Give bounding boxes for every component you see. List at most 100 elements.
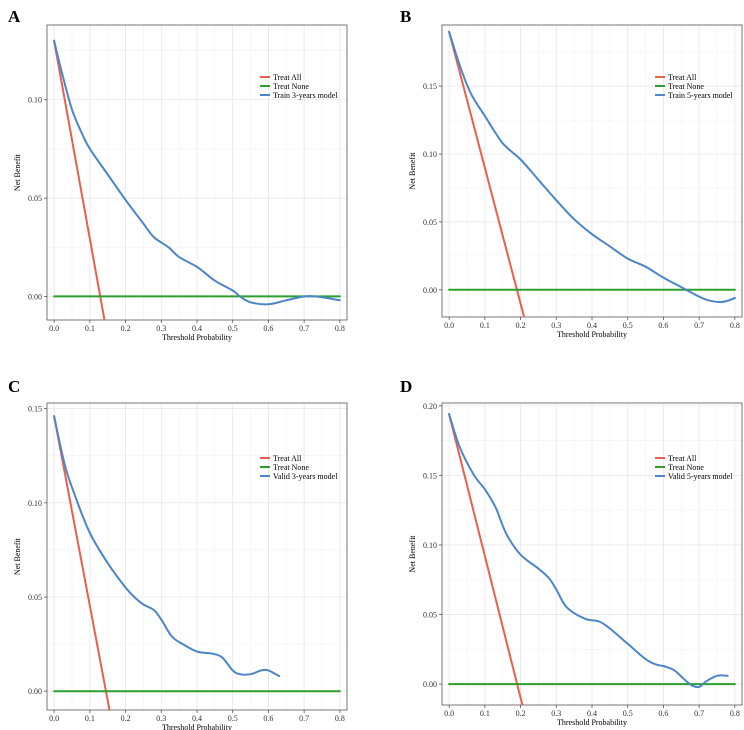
x-tick-label: 0.1 [85,714,95,723]
x-tick-label: 0.7 [299,714,309,723]
series-line-treat-all [53,415,111,710]
series-line-treat-all [448,30,526,317]
panel-letter: B [400,7,411,26]
x-tick-label: 0.4 [587,321,597,330]
x-tick-label: 0.5 [623,321,633,330]
chart-panel-c: C 0.0 0.1 0.2 0.3 0.4 0.5 0.6 0.7 0.8 0.00 0.05 0.10… [8,377,348,730]
grid [442,403,742,705]
legend-label: Treat All [273,454,302,463]
x-tick-label: 0.6 [263,324,273,333]
series-line-model [448,30,736,304]
x-tick-label: 0.4 [587,709,597,718]
y-tick-label: 0.15 [423,82,437,91]
panel-letter: A [8,7,21,26]
x-tick-label: 0.5 [228,714,238,723]
y-tick-label: 0.10 [423,150,437,159]
legend-label: Valid 5-years model [668,472,733,481]
x-tick-label: 0.1 [85,324,95,333]
x-axis-label: Threshold Probability [162,723,232,730]
x-tick-label: 0.5 [623,709,633,718]
series-line-treat-all [448,413,524,705]
x-tick-label: 0.2 [121,714,131,723]
legend-label: Train 3-years model [273,91,338,100]
y-tick-label: 0.05 [423,611,437,620]
y-tick-label: 0.10 [28,499,42,508]
y-tick-label: 0.20 [423,402,437,411]
y-tick-label: 0.15 [423,471,437,480]
series-group [53,39,341,320]
x-tick-label: 0.1 [480,321,490,330]
series-line-model [53,415,281,678]
series-line-model [448,413,729,689]
x-axis-label: Threshold Probability [557,330,627,339]
x-tick-label: 0.0 [444,709,454,718]
series-line-model [53,39,341,306]
x-tick-label: 0.5 [228,324,238,333]
y-axis-label: Net Benefit [13,153,22,191]
x-axis-label: Threshold Probability [557,718,627,727]
y-tick-label: 0.00 [423,680,437,689]
chart-panel-b: B 0.0 0.1 0.2 0.3 0.4 0.5 0.6 0.7 0.8 0.00 0.05 0.10… [400,7,743,339]
series-line-treat-all [53,39,106,320]
x-tick-label: 0.3 [551,709,561,718]
legend-label: Valid 3-years model [273,472,338,481]
y-axis-label: Net Benefit [408,535,417,573]
y-tick-label: 0.00 [28,687,42,696]
y-axis-label: Net Benefit [408,152,417,190]
x-tick-label: 0.2 [121,324,131,333]
series-group [53,415,341,710]
x-tick-label: 0.8 [335,714,345,723]
y-tick-label: 0.05 [423,218,437,227]
legend-label: Train 5-years model [668,91,733,100]
x-tick-label: 0.8 [335,324,345,333]
panel-letter: C [8,377,20,396]
legend-label: Treat All [668,73,697,82]
y-tick-label: 0.00 [423,286,437,295]
x-tick-label: 0.6 [658,709,668,718]
x-tick-label: 0.0 [49,714,59,723]
x-tick-label: 0.8 [730,321,740,330]
x-tick-label: 0.3 [156,714,166,723]
legend-label: Treat None [668,82,704,91]
legend-label: Treat All [273,73,302,82]
x-tick-label: 0.4 [192,324,202,333]
x-tick-label: 0.7 [299,324,309,333]
legend-label: Treat None [273,463,309,472]
grid [47,25,347,320]
y-axis-label: Net Benefit [13,537,22,575]
x-tick-label: 0.4 [192,714,202,723]
x-tick-label: 0.0 [444,321,454,330]
x-axis-label: Threshold Probability [162,333,232,342]
x-tick-label: 0.1 [480,709,490,718]
grid [442,25,742,317]
x-tick-label: 0.7 [694,709,704,718]
y-tick-label: 0.05 [28,194,42,203]
series-group [448,413,736,705]
legend-label: Treat All [668,454,697,463]
legend-label: Treat None [668,463,704,472]
chart-panel-d: D 0.0 0.1 0.2 0.3 0.4 0.5 0.6 0.7 0.8 0.00 0.05 0.10… [400,377,743,727]
x-tick-label: 0.6 [263,714,273,723]
series-group [448,30,736,317]
chart-panel-a: A 0.0 0.1 0.2 0.3 0.4 0.5 0.6 0.7 0.8 0.00 0.05 0.10… [8,7,348,342]
y-tick-label: 0.10 [28,96,42,105]
panel-letter: D [400,377,412,396]
x-tick-label: 0.2 [516,709,526,718]
grid [47,403,347,710]
legend-label: Treat None [273,82,309,91]
x-tick-label: 0.8 [730,709,740,718]
y-tick-label: 0.05 [28,593,42,602]
x-tick-label: 0.7 [694,321,704,330]
y-tick-label: 0.10 [423,541,437,550]
x-tick-label: 0.0 [49,324,59,333]
x-tick-label: 0.3 [551,321,561,330]
y-tick-label: 0.00 [28,292,42,301]
x-tick-label: 0.6 [658,321,668,330]
x-tick-label: 0.2 [516,321,526,330]
y-tick-label: 0.15 [28,405,42,414]
